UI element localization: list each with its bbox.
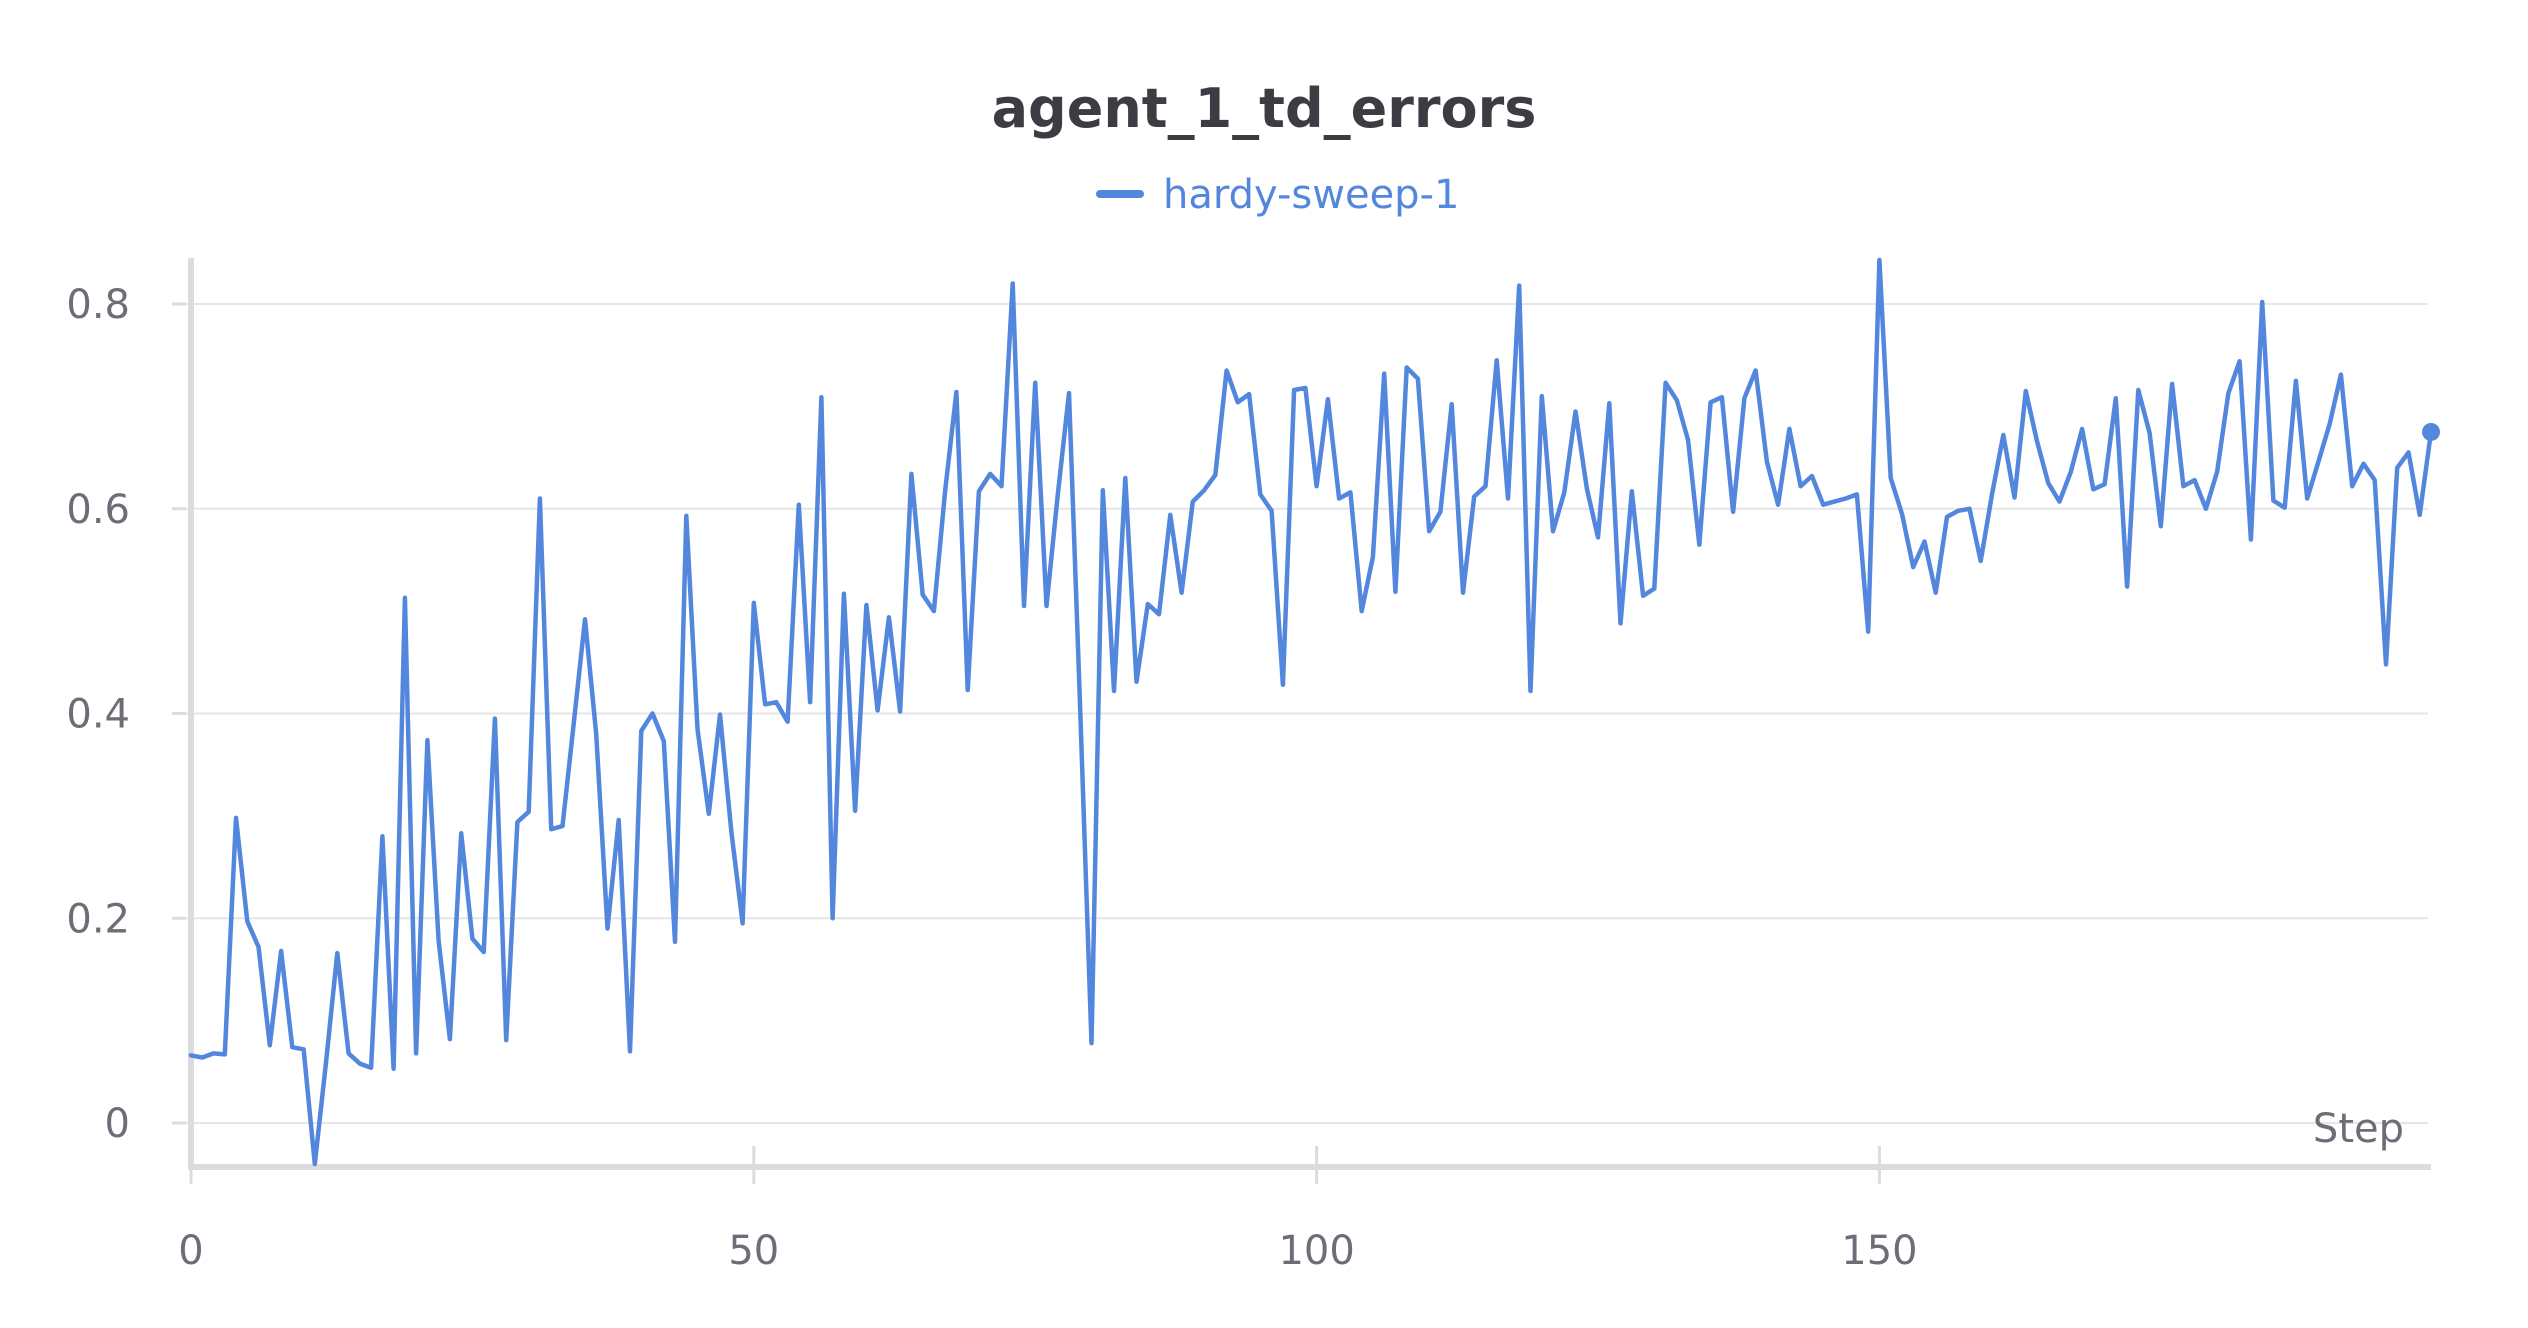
legend: hardy-sweep-1 (1096, 172, 1459, 218)
gridlines (185, 303, 2428, 1124)
y-tick-label: 0 (105, 1101, 130, 1147)
series-layer (188, 257, 2440, 1167)
x-tick-label: 0 (178, 1228, 203, 1274)
series-line (188, 257, 2434, 1167)
y-tick-label: 0.4 (66, 692, 130, 738)
x-tick-label: 50 (728, 1228, 779, 1274)
axes (172, 258, 2431, 1184)
series-end-point (2422, 422, 2440, 441)
y-tick-label: 0.2 (66, 896, 130, 942)
y-tick-label: 0.8 (66, 282, 130, 328)
legend-label: hardy-sweep-1 (1163, 172, 1459, 218)
chart-title: agent_1_td_errors (992, 77, 1537, 140)
y-tick-label: 0.6 (66, 487, 130, 533)
x-tick-label: 150 (1841, 1228, 1917, 1274)
x-tick-label: 100 (1278, 1228, 1354, 1274)
tick-labels: 0 0.2 0.4 0.6 0.8 0 50 100 150 (66, 282, 1917, 1274)
x-axis-label: Step (2313, 1106, 2404, 1152)
